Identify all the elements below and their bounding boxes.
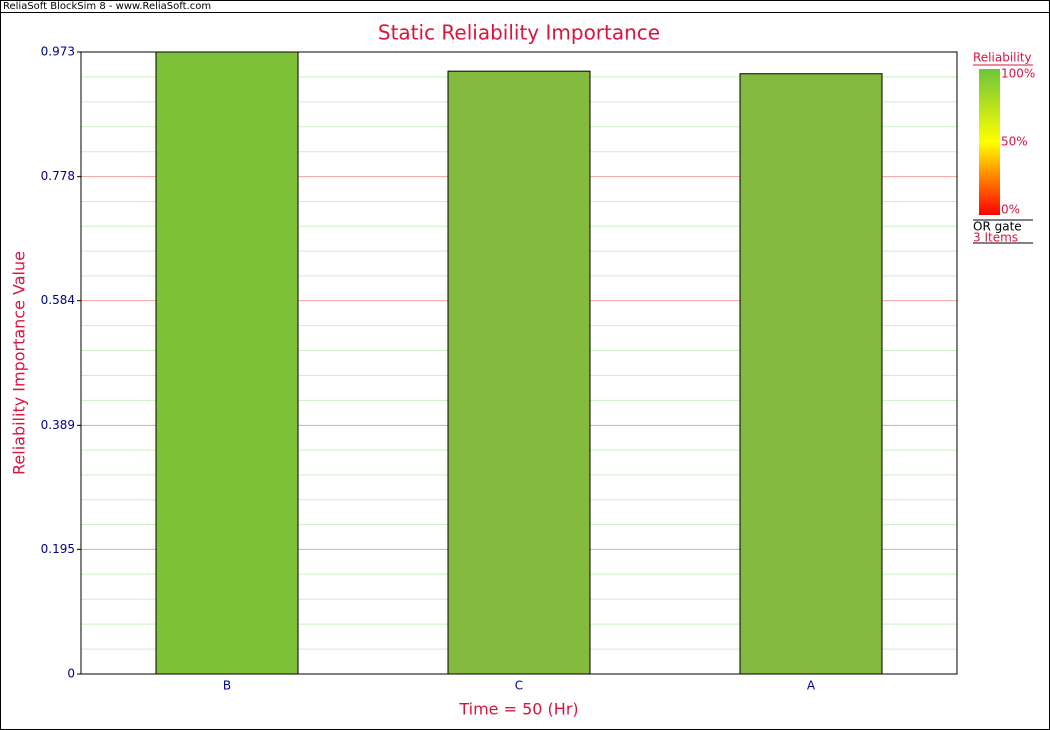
y-tick-label: 0.778 [41, 169, 75, 183]
y-tick-label: 0 [67, 667, 75, 681]
x-tick-label: C [515, 679, 523, 693]
legend-scale-label: 100% [1001, 67, 1035, 81]
bar [447, 70, 591, 675]
legend-scale-label: 0% [1001, 203, 1020, 217]
x-tick-label: B [223, 679, 231, 693]
y-tick-label: 0.973 [41, 45, 75, 59]
header: ReliaSoft BlockSim 8 - www.ReliaSoft.com [3, 1, 211, 12]
y-axis-label: Reliability Importance Value [10, 251, 29, 475]
legend-title: Reliability [973, 51, 1032, 65]
y-tick-label: 0.584 [41, 293, 75, 307]
x-axis-label: Time = 50 (Hr) [458, 700, 578, 719]
bar [739, 73, 883, 675]
plot-border [80, 51, 958, 675]
legend-gradient [979, 69, 1000, 215]
y-tick-label: 0.195 [41, 542, 75, 556]
legend-scale-label: 50% [1001, 135, 1028, 149]
chart-title: Static Reliability Importance [378, 21, 660, 45]
x-tick-label: A [807, 679, 816, 693]
legend-gate: OR gate [973, 220, 1022, 234]
y-tick-label: 0.389 [41, 418, 75, 432]
legend-items: 3 Items [973, 231, 1018, 245]
bar [155, 51, 299, 675]
